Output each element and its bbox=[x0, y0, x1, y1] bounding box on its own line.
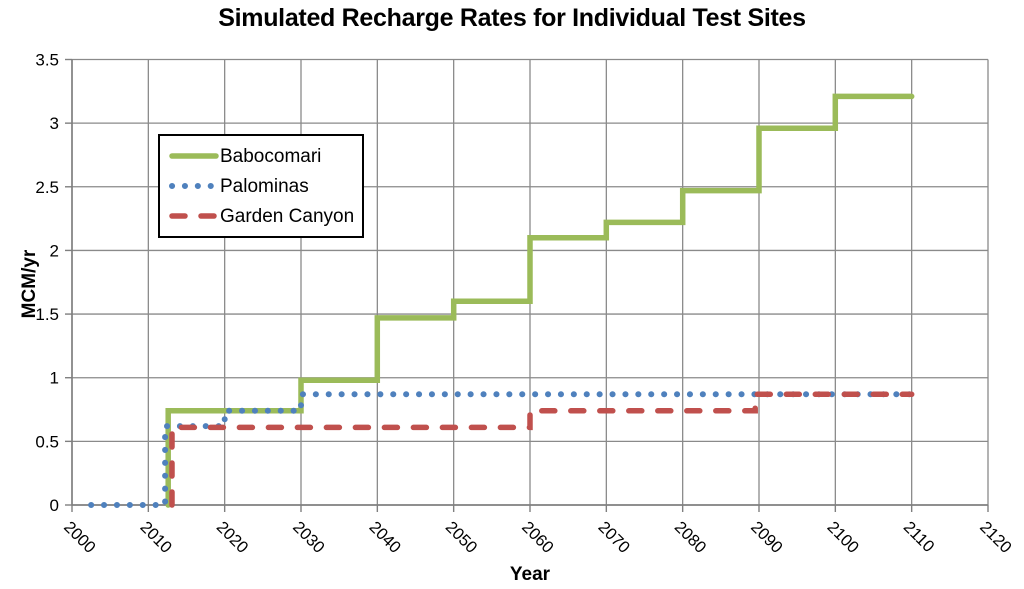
legend: Babocomari Palominas Garden Canyon bbox=[158, 134, 364, 238]
y-tick-label: 3 bbox=[50, 114, 59, 133]
series-line-palominas bbox=[88, 391, 915, 508]
legend-swatch-dotted bbox=[169, 183, 219, 189]
y-tick-label: 2 bbox=[50, 241, 59, 260]
x-tick-label: 2100 bbox=[824, 518, 863, 557]
x-tick-label: 2000 bbox=[60, 518, 99, 557]
y-tick-label: 2.5 bbox=[35, 178, 59, 197]
legend-item-palominas: Palominas bbox=[168, 177, 360, 196]
y-tick-label: 1.5 bbox=[35, 305, 59, 324]
x-axis-title: Year bbox=[509, 564, 551, 585]
x-tick-label: 2020 bbox=[213, 518, 252, 557]
legend-label: Palominas bbox=[220, 175, 309, 197]
x-tick-label: 2090 bbox=[747, 518, 786, 557]
chart-title: Simulated Recharge Rates for Individual … bbox=[218, 4, 806, 32]
series-line-garden-canyon bbox=[169, 391, 915, 508]
y-tick-label: 0.5 bbox=[35, 432, 59, 451]
x-tick-label: 2030 bbox=[289, 518, 328, 557]
legend-swatch-solid bbox=[169, 153, 219, 159]
x-tick-label: 2010 bbox=[137, 518, 176, 557]
legend-label: Garden Canyon bbox=[220, 205, 355, 227]
legend-item-garden-canyon: Garden Canyon bbox=[168, 207, 360, 226]
x-tick-label: 2120 bbox=[976, 518, 1015, 557]
x-tick-label: 2040 bbox=[366, 518, 405, 557]
x-tick-label: 2080 bbox=[671, 518, 710, 557]
y-tick-label: 1 bbox=[50, 369, 59, 388]
x-tick-label: 2110 bbox=[900, 518, 938, 556]
legend-label: Babocomari bbox=[220, 145, 322, 167]
x-tick-label: 2070 bbox=[595, 518, 634, 557]
legend-item-babocomari: Babocomari bbox=[168, 147, 360, 166]
series-line-babocomari bbox=[165, 93, 915, 508]
legend-swatch-dashed bbox=[169, 213, 219, 219]
x-tick-label: 2050 bbox=[442, 518, 481, 557]
y-tick-label: 3.5 bbox=[35, 51, 59, 70]
x-tick-label: 2060 bbox=[518, 518, 557, 557]
y-tick-label: 0 bbox=[50, 496, 59, 515]
